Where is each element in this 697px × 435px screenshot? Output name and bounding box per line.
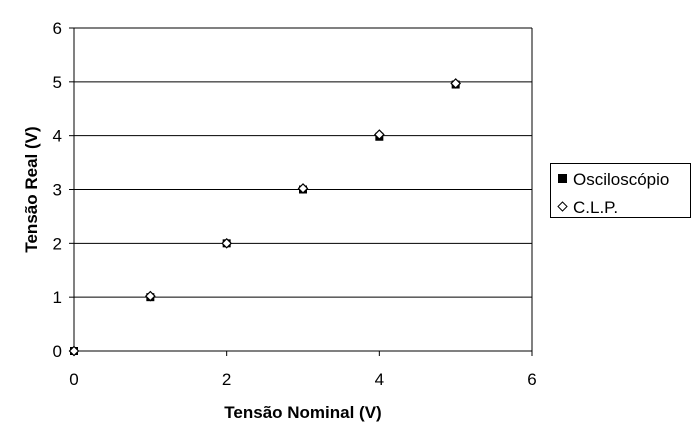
y-tick-label: 2	[53, 234, 62, 253]
axes	[69, 27, 533, 356]
y-tick-label: 3	[53, 181, 62, 200]
x-tick-label: 0	[69, 370, 78, 389]
point-clp	[450, 78, 462, 89]
legend: Osciloscópio C.L.P.	[550, 163, 691, 218]
point-clp	[297, 183, 309, 194]
legend-marker-osciloscopio	[558, 174, 567, 183]
y-tick-label: 5	[53, 73, 62, 92]
y-tick-label: 4	[53, 127, 62, 146]
y-axis-title: Tensão Real (V)	[22, 126, 41, 252]
x-axis-title: Tensão Nominal (V)	[224, 403, 381, 422]
x-tick-label: 6	[527, 370, 536, 389]
legend-label-osciloscopio: Osciloscópio	[573, 170, 669, 189]
point-clp	[221, 237, 233, 249]
y-tick-label: 6	[53, 19, 62, 38]
x-tick-label: 4	[375, 370, 384, 389]
x-tick-label: 2	[222, 370, 231, 389]
y-tick-label: 1	[53, 288, 62, 307]
point-clp	[373, 129, 385, 140]
point-clp	[144, 290, 156, 302]
legend-marker-clp	[557, 201, 568, 212]
y-tick-label: 0	[53, 342, 62, 361]
point-clp	[68, 345, 80, 357]
legend-frame	[550, 163, 691, 218]
gridlines	[74, 27, 532, 298]
legend-label-clp: C.L.P.	[573, 198, 618, 217]
tick-labels: 0 1 2 3 4 5 6 0 2 4 6	[53, 19, 537, 389]
data-points	[68, 78, 462, 357]
